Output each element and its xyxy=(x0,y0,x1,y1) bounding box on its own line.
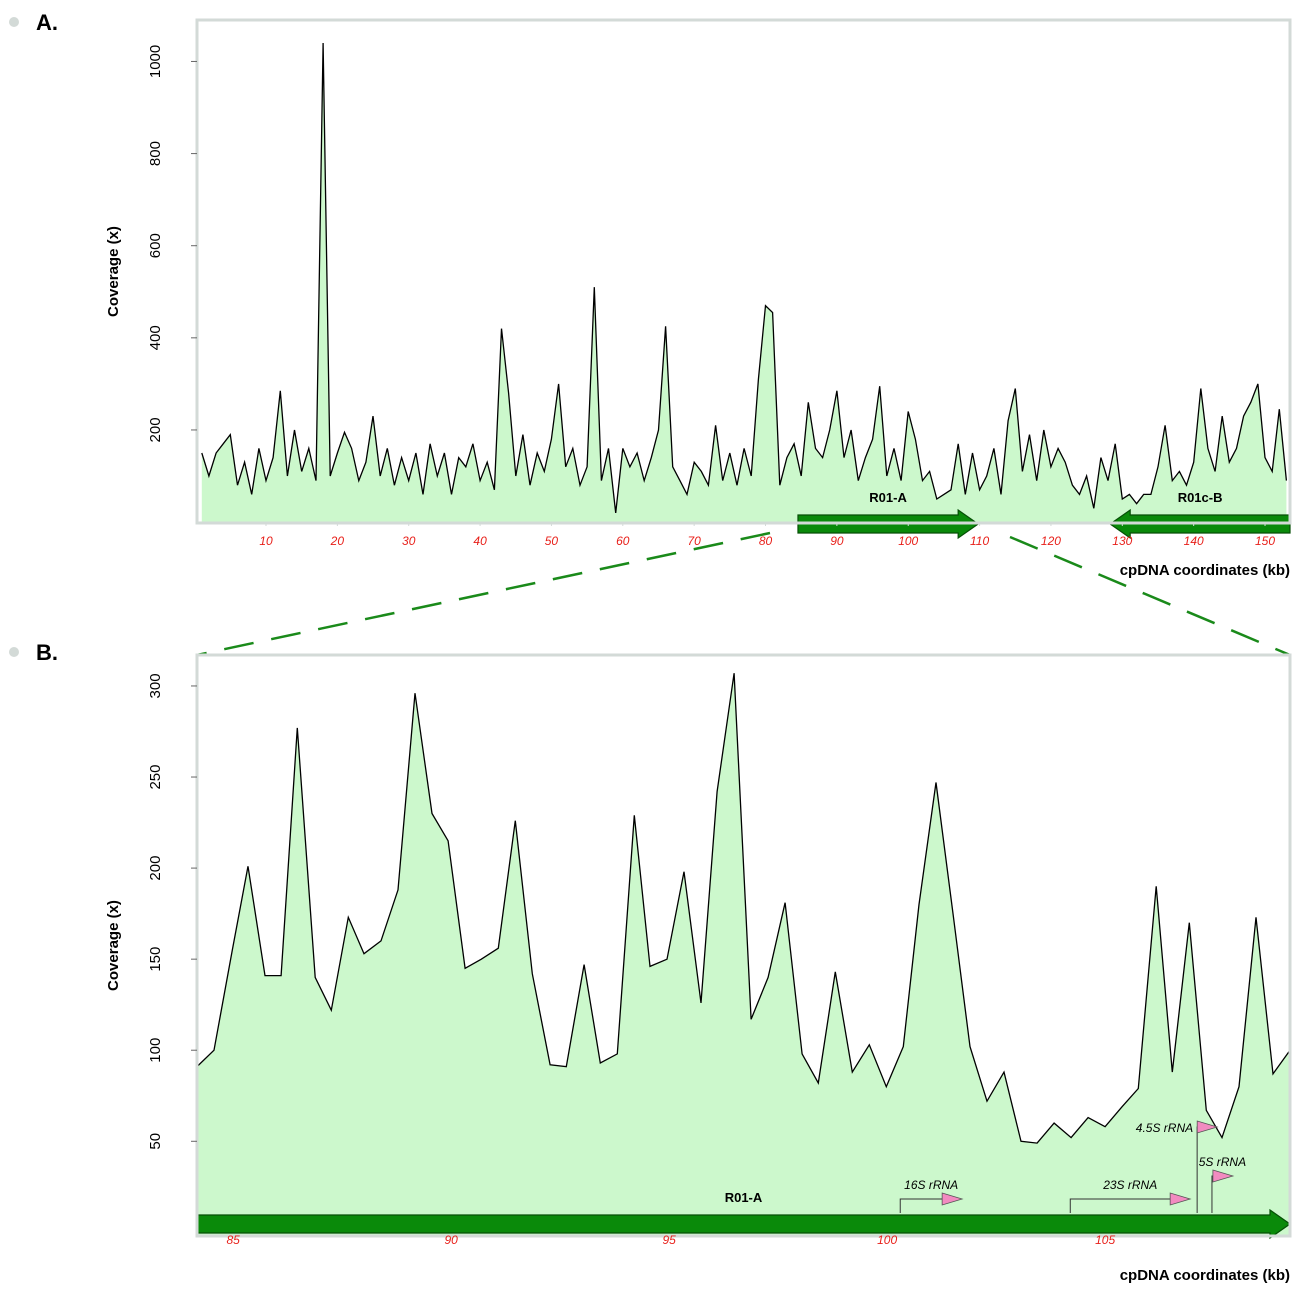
x-tick-label: 10 xyxy=(259,534,273,548)
y-tick-label: 600 xyxy=(147,233,164,258)
x-tick-label: 150 xyxy=(1255,534,1275,548)
y-tick-label: 300 xyxy=(147,673,164,698)
y-tick-label: 100 xyxy=(147,1038,164,1063)
x-tick-label: 130 xyxy=(1112,534,1132,548)
region-label: R01c-B xyxy=(1178,490,1223,505)
x-tick-label: 50 xyxy=(545,534,559,548)
x-tick-label: 140 xyxy=(1184,534,1204,548)
panel-label: A. xyxy=(36,10,58,35)
x-tick-label: 90 xyxy=(830,534,844,548)
x-tick-label: 85 xyxy=(227,1233,241,1247)
plot-frame xyxy=(197,20,1290,523)
x-axis-title: cpDNA coordinates (kb) xyxy=(1120,562,1290,579)
x-tick-label: 40 xyxy=(473,534,487,548)
x-tick-label: 100 xyxy=(877,1233,897,1247)
x-tick-label: 90 xyxy=(444,1233,458,1247)
x-tick-label: 100 xyxy=(898,534,918,548)
x-tick-label: 20 xyxy=(330,534,345,548)
region-label: R01-A xyxy=(725,1190,763,1205)
panel-dot xyxy=(9,647,19,657)
x-axis-title: cpDNA coordinates (kb) xyxy=(1120,1267,1290,1284)
gene-label: 23S rRNA xyxy=(1102,1178,1157,1192)
panel-dot xyxy=(9,17,19,27)
y-tick-label: 800 xyxy=(147,141,164,166)
y-tick-label: 150 xyxy=(147,947,164,972)
region-label: R01-A xyxy=(869,490,907,505)
y-tick-label: 250 xyxy=(147,765,164,790)
coverage-area xyxy=(197,673,1290,1236)
x-tick-label: 120 xyxy=(1041,534,1061,548)
y-tick-label: 200 xyxy=(147,856,164,881)
x-tick-label: 110 xyxy=(970,534,989,548)
zoom-line xyxy=(1010,537,1290,655)
y-tick-label: 1000 xyxy=(147,45,164,78)
coverage-line xyxy=(202,43,1287,513)
y-tick-label: 50 xyxy=(147,1133,164,1150)
panel-label: B. xyxy=(36,640,58,665)
x-tick-label: 105 xyxy=(1095,1233,1115,1247)
y-tick-label: 400 xyxy=(147,325,164,350)
x-tick-label: 30 xyxy=(402,534,416,548)
x-tick-label: 60 xyxy=(616,534,630,548)
gene-label: 16S rRNA xyxy=(904,1178,958,1192)
y-tick-label: 200 xyxy=(147,417,164,442)
y-axis-title: Coverage (x) xyxy=(105,900,122,991)
gene-label: 4.5S rRNA xyxy=(1136,1121,1193,1135)
x-tick-label: 70 xyxy=(687,534,701,548)
zoom-line xyxy=(197,533,770,655)
x-tick-label: 95 xyxy=(662,1233,676,1247)
gene-label: 5S rRNA xyxy=(1199,1155,1246,1169)
y-axis-title: Coverage (x) xyxy=(105,226,122,317)
x-tick-label: 80 xyxy=(759,534,773,548)
